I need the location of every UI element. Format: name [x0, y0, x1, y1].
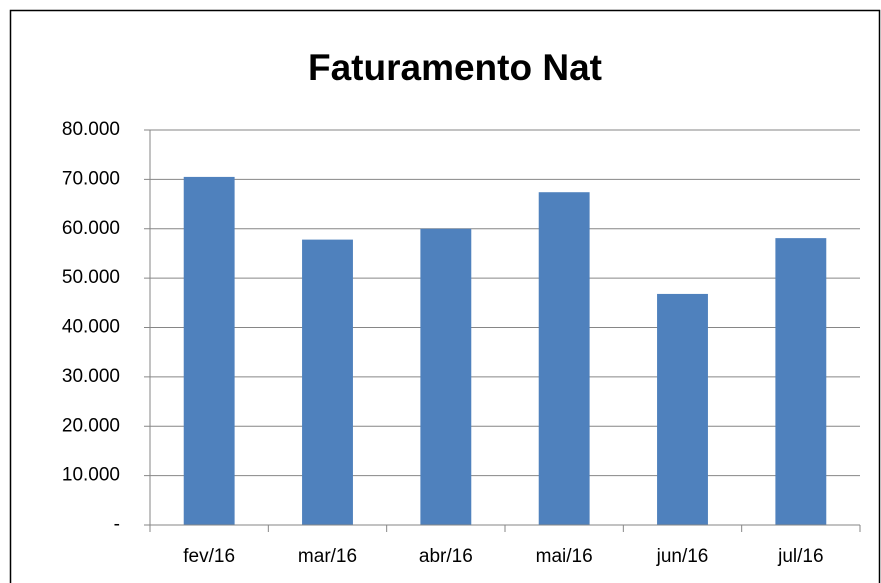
bar — [420, 228, 472, 525]
bar — [302, 239, 353, 526]
x-tick-label: jun/16 — [656, 546, 709, 567]
x-tick-label: mai/16 — [536, 546, 593, 567]
y-tick-label: 50.000 — [62, 267, 120, 288]
chart-title: Faturamento Nat — [308, 47, 602, 88]
bar — [657, 293, 708, 525]
bar — [775, 238, 827, 525]
x-tick-label: mar/16 — [298, 546, 357, 567]
y-tick-label: - — [114, 514, 120, 535]
x-tick-label: fev/16 — [183, 546, 235, 567]
x-tick-label: jul/16 — [777, 546, 823, 567]
y-tick-label: 60.000 — [62, 218, 120, 239]
bar — [183, 176, 235, 525]
y-tick-label: 40.000 — [62, 317, 120, 338]
x-tick-label: abr/16 — [419, 546, 473, 567]
bar — [538, 192, 590, 525]
y-tick-label: 20.000 — [62, 415, 120, 436]
y-tick-label: 10.000 — [62, 465, 120, 486]
y-tick-label: 80.000 — [62, 119, 120, 140]
y-tick-label: 70.000 — [62, 168, 120, 189]
y-tick-label: 30.000 — [62, 366, 120, 387]
